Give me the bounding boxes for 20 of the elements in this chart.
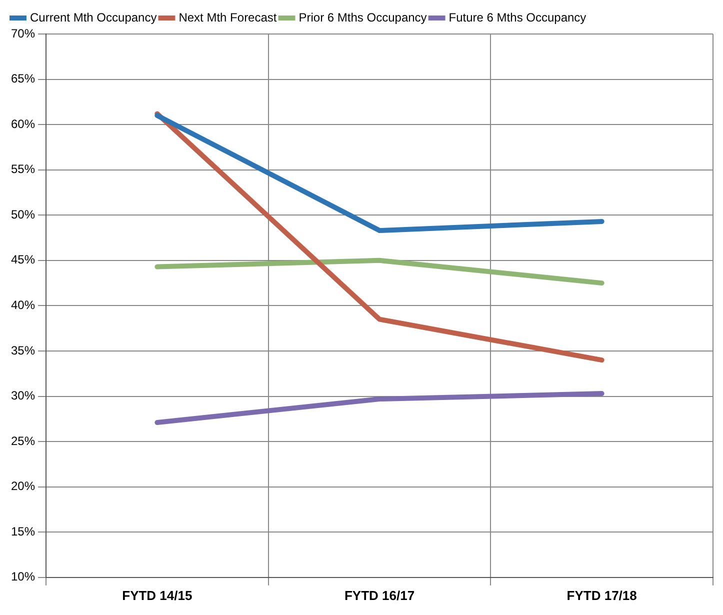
y-tick-label: 10%	[10, 570, 36, 584]
legend-label: Next Mth Forecast	[178, 10, 278, 24]
y-tick-label: 55%	[10, 162, 36, 176]
y-tick-label: 60%	[10, 116, 36, 131]
y-tick-label: 45%	[10, 252, 36, 267]
y-tick-label: 30%	[10, 388, 36, 403]
y-tick-label: 40%	[10, 298, 36, 312]
y-tick-label: 70%	[10, 26, 36, 40]
legend-label: Prior 6 Mths Occupancy	[298, 10, 427, 24]
legend-label: Current Mth Occupancy	[30, 10, 157, 24]
y-tick-label: 20%	[10, 479, 36, 494]
x-tick-label: FYTD 16/17	[344, 588, 415, 603]
x-tick-label: FYTD 17/18	[566, 588, 637, 603]
y-tick-label: 15%	[10, 524, 36, 538]
y-tick-label: 25%	[10, 434, 36, 448]
y-tick-label: 50%	[10, 207, 36, 222]
x-tick-label: FYTD 14/15	[122, 588, 192, 603]
y-tick-label: 65%	[10, 72, 36, 86]
legend-label: Future 6 Mths Occupancy	[448, 10, 586, 24]
y-tick-label: 35%	[10, 343, 36, 358]
